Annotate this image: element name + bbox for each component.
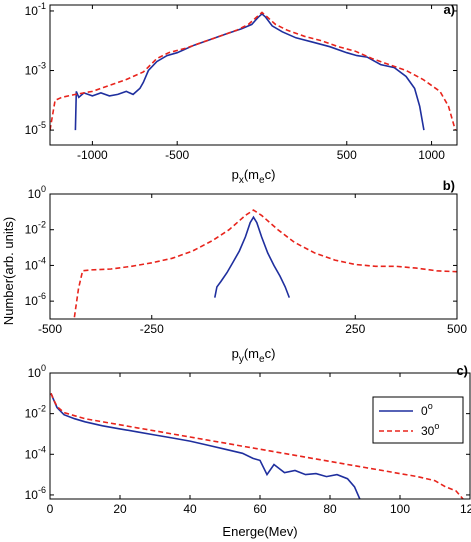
x-axis-label: py(mec): [232, 346, 276, 365]
series-line-30deg: [50, 392, 464, 499]
x-tick-label: 80: [323, 502, 337, 516]
legend-label-0deg: 0o: [421, 401, 433, 418]
x-tick-label: 60: [253, 502, 267, 516]
legend-label-30deg-exponent: o: [434, 421, 439, 431]
x-axis-label-paren_open: (m: [244, 167, 259, 182]
y-tick-label-exponent: 0: [41, 363, 46, 373]
svg-text:100: 100: [28, 363, 46, 380]
svg-text:10-2: 10-2: [25, 404, 46, 421]
legend-box: [372, 396, 464, 444]
y-tick-label: 10-2: [25, 404, 46, 421]
x-axis-label: px(mec): [232, 167, 276, 186]
series-line-30deg: [50, 11, 457, 131]
x-axis-label-main: p: [232, 167, 239, 182]
x-tick-label: 500: [447, 322, 467, 336]
x-axis-label-sub: x: [239, 175, 244, 186]
y-tick-label-base: 10: [25, 488, 39, 502]
x-axis-label-sub2: e: [259, 354, 265, 365]
y-axis-label: Number(arb. units): [1, 217, 16, 325]
panel-label: b): [443, 178, 455, 193]
x-tick-label: -250: [140, 322, 164, 336]
panel-label: a): [443, 2, 455, 17]
svg-text:10-5: 10-5: [25, 120, 46, 137]
y-tick-label-exponent: -4: [38, 255, 46, 265]
svg-text:10-4: 10-4: [25, 444, 46, 461]
x-tick-label: 100: [390, 502, 410, 516]
y-tick-label-base: 10: [25, 4, 39, 18]
x-tick-label: 20: [113, 502, 127, 516]
y-tick-label: 10-5: [25, 120, 46, 137]
y-tick-label-exponent: -2: [38, 220, 46, 230]
x-axis-label-paren_open: (m: [244, 346, 259, 361]
y-tick-label: 100: [28, 363, 46, 380]
axes-frame: [49, 193, 458, 320]
x-tick-label: 40: [183, 502, 197, 516]
series-line-0deg: [74, 12, 425, 131]
y-tick-label-base: 10: [25, 294, 39, 308]
svg-text:10-6: 10-6: [25, 485, 46, 502]
svg-text:100: 100: [28, 184, 46, 201]
panel-c: 02040608010012010010-210-410-6c)Energe(M…: [25, 363, 471, 539]
x-tick-label: 0: [47, 502, 54, 516]
x-tick-label: -500: [38, 322, 62, 336]
y-tick-label-exponent: -4: [38, 444, 46, 454]
y-tick-label-exponent: -3: [38, 61, 46, 71]
x-axis-label-end: c): [265, 167, 276, 182]
x-axis-label-end: c): [265, 346, 276, 361]
y-tick-label: 10-4: [25, 255, 46, 272]
y-tick-label: 10-4: [25, 444, 46, 461]
y-tick-label-base: 10: [25, 447, 39, 461]
y-tick-label: 10-6: [25, 291, 46, 308]
y-tick-label-exponent: -1: [38, 1, 46, 11]
svg-text:10-3: 10-3: [25, 61, 46, 78]
x-axis-label: Energe(Mev): [222, 524, 297, 539]
y-tick-label-base: 10: [25, 258, 39, 272]
y-tick-label-exponent: -2: [38, 404, 46, 414]
y-tick-label-base: 10: [28, 187, 42, 201]
svg-text:10-1: 10-1: [25, 1, 46, 18]
series-line-30deg: [73, 209, 457, 318]
y-tick-label: 10-6: [25, 485, 46, 502]
y-tick-label-exponent: -5: [38, 120, 46, 130]
y-tick-label-base: 10: [25, 64, 39, 78]
x-tick-label: -500: [165, 148, 189, 162]
y-tick-label-base: 10: [25, 407, 39, 421]
y-tick-label-exponent: -6: [38, 291, 46, 301]
legend-label-0deg-base: 0: [421, 404, 428, 418]
x-tick-label: 500: [337, 148, 357, 162]
x-axis-label-sub: y: [239, 354, 244, 365]
panel-label: c): [456, 363, 468, 378]
series-line-0deg: [214, 215, 291, 298]
series-line-0deg: [50, 392, 361, 499]
y-tick-label: 10-3: [25, 61, 46, 78]
x-axis-label-main: p: [232, 346, 239, 361]
svg-text:30o: 30o: [421, 421, 439, 438]
svg-text:10-6: 10-6: [25, 291, 46, 308]
x-tick-label: 250: [345, 322, 365, 336]
svg-text:0o: 0o: [421, 401, 433, 418]
axes-frame: [49, 4, 458, 146]
y-tick-label: 10-1: [25, 1, 46, 18]
y-tick-label-exponent: -6: [38, 485, 46, 495]
y-tick-label: 10-2: [25, 220, 46, 237]
y-tick-label-base: 10: [25, 123, 39, 137]
legend-label-30deg-base: 30: [421, 424, 435, 438]
y-tick-label-base: 10: [28, 366, 42, 380]
x-tick-label: 1000: [418, 148, 445, 162]
svg-text:10-4: 10-4: [25, 255, 46, 272]
legend-label-0deg-exponent: o: [428, 401, 433, 411]
y-tick-label-base: 10: [25, 223, 39, 237]
y-tick-label: 100: [28, 184, 46, 201]
y-tick-label-exponent: 0: [41, 184, 46, 194]
x-axis-label-sub2: e: [259, 175, 265, 186]
legend-label-30deg: 30o: [421, 421, 439, 438]
x-tick-label: -1000: [77, 148, 108, 162]
x-tick-label: 120: [460, 502, 471, 516]
svg-text:10-2: 10-2: [25, 220, 46, 237]
